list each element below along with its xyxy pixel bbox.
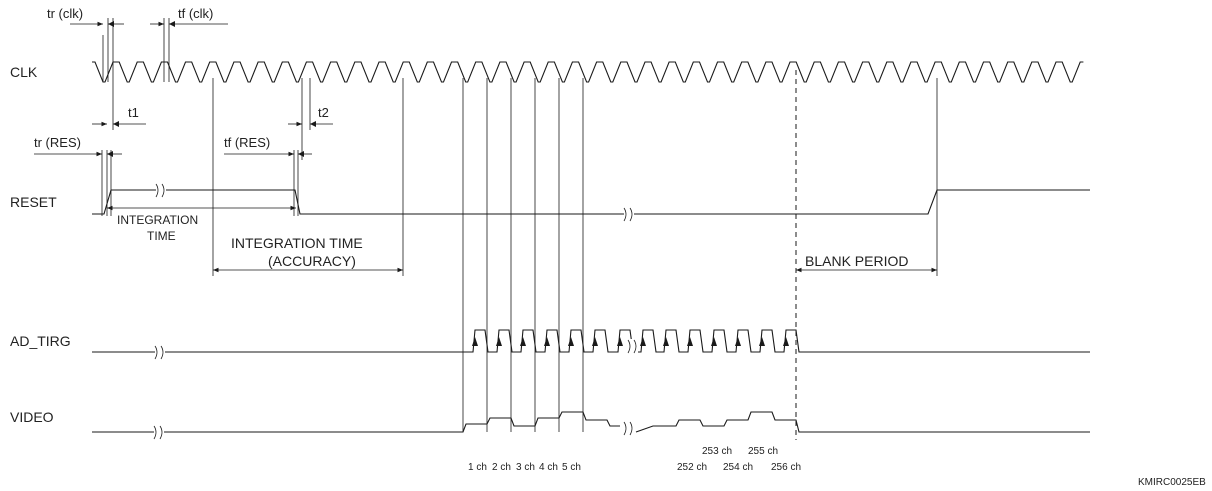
ad-trig-arrow — [520, 337, 526, 346]
video-label: VIDEO — [10, 409, 54, 425]
ad-trig-waveform — [92, 330, 1090, 359]
integration-label-line2: TIME — [147, 229, 176, 243]
ad-trig-arrow — [711, 337, 717, 346]
tr-res-label: tr (RES) — [34, 135, 81, 150]
ad-trig-arrow — [783, 337, 789, 346]
timing-guide-lines — [102, 18, 937, 440]
reset-label: RESET — [10, 194, 57, 210]
ch4-label: 4 ch — [539, 462, 558, 473]
tf-res-marker: tf (RES) — [224, 135, 312, 157]
ad-trig-arrow — [663, 337, 669, 346]
reset-waveform — [92, 183, 1090, 221]
channel-labels: 1 ch 2 ch 3 ch 4 ch 5 ch 252 ch 253 ch 2… — [468, 446, 801, 473]
ad-trig-arrow — [617, 337, 623, 346]
ad-trig-arrow — [759, 337, 765, 346]
ad-trig-arrow — [472, 337, 478, 346]
ad-trig-pulse-train — [92, 330, 1090, 352]
clk-label: CLK — [10, 64, 38, 80]
t2-label: t2 — [318, 105, 329, 120]
clk-waveform — [92, 62, 1083, 82]
integration-label-line1: INTEGRATION — [117, 213, 198, 227]
ad-trig-arrow — [640, 337, 646, 346]
blank-period-label: BLANK PERIOD — [805, 253, 908, 269]
ad-trig-arrow — [687, 337, 693, 346]
ad-trig-label: AD_TIRG — [10, 333, 71, 349]
ch252-label: 252 ch — [677, 462, 707, 473]
tr-clk-label: tr (clk) — [47, 6, 83, 21]
tr-clk-marker: tr (clk) — [47, 6, 124, 27]
ch1-label: 1 ch — [468, 462, 487, 473]
tf-res-label: tf (RES) — [224, 135, 270, 150]
accuracy-label-line2: (ACCURACY) — [268, 253, 356, 269]
ch256-label: 256 ch — [771, 462, 801, 473]
ad-trig-arrow — [592, 337, 598, 346]
clk-pulse-train — [92, 62, 1083, 82]
ad-trig-arrow — [496, 337, 502, 346]
ch253-label: 253 ch — [702, 446, 732, 457]
ch2-label: 2 ch — [492, 462, 511, 473]
t1-marker: t1 — [92, 105, 146, 127]
tr-res-marker: tr (RES) — [34, 135, 122, 157]
figure-code: KMIRC0025EB — [1138, 477, 1206, 488]
ad-trig-arrow — [544, 337, 550, 346]
tf-clk-label: tf (clk) — [178, 6, 213, 21]
t2-marker: t2 — [288, 105, 333, 127]
ch254-label: 254 ch — [723, 462, 753, 473]
t1-label: t1 — [128, 105, 139, 120]
blank-period-span: BLANK PERIOD — [796, 253, 937, 270]
tf-clk-marker: tf (clk) — [150, 6, 228, 27]
ch255-label: 255 ch — [748, 446, 778, 457]
accuracy-label-line1: INTEGRATION TIME — [231, 235, 363, 251]
ch5-label: 5 ch — [562, 462, 581, 473]
integration-accuracy-span: INTEGRATION TIME (ACCURACY) — [213, 235, 403, 270]
ad-trig-arrow — [735, 337, 741, 346]
ad-trig-arrow — [568, 337, 574, 346]
video-waveform — [92, 412, 1090, 439]
ch3-label: 3 ch — [516, 462, 535, 473]
